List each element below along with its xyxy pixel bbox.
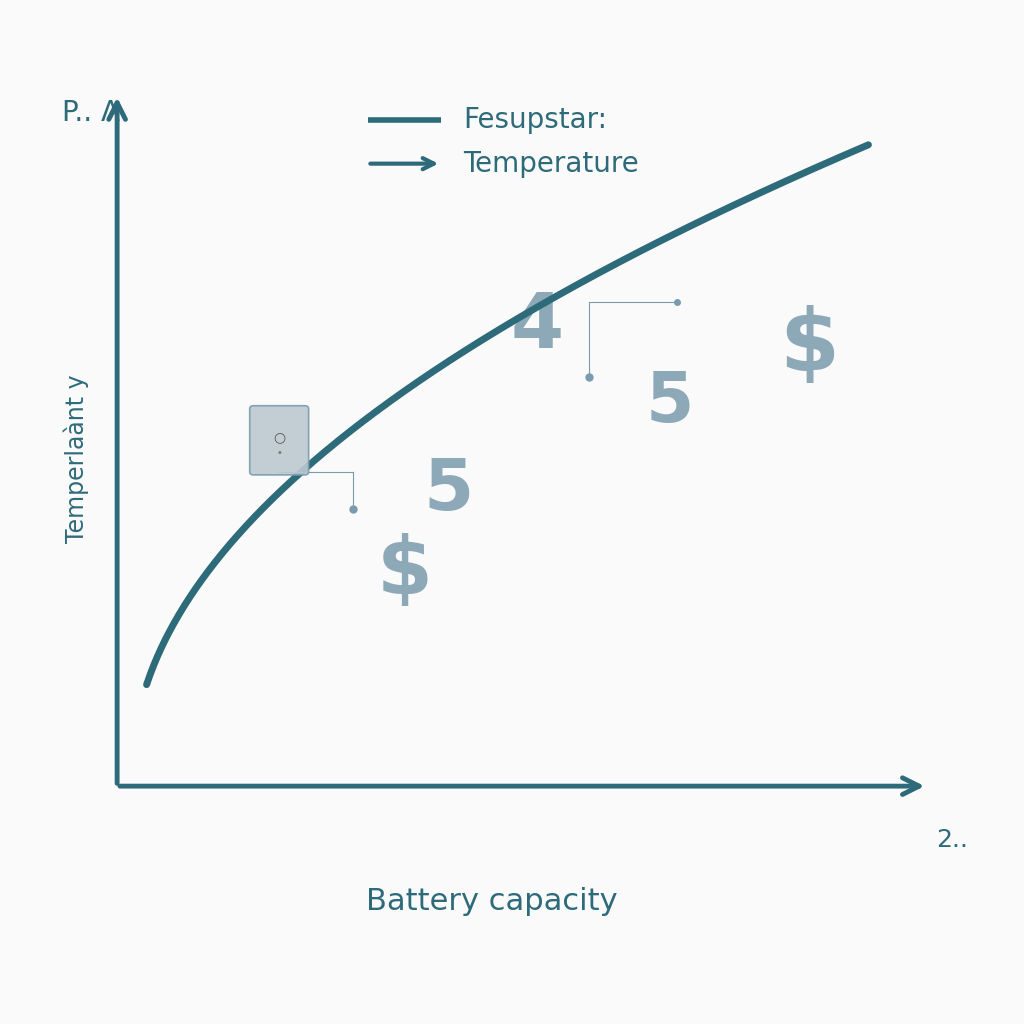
Text: Temperlaànt y: Temperlaànt y [63,375,89,544]
Text: 4: 4 [510,290,563,365]
Text: ○: ○ [273,430,286,444]
Text: $: $ [779,304,840,387]
Text: Fesupstar:: Fesupstar: [463,105,607,134]
Text: 5: 5 [645,369,693,436]
Text: 2..: 2.. [936,827,969,852]
Text: 5: 5 [424,456,474,525]
Text: Temperature: Temperature [463,150,639,177]
FancyBboxPatch shape [250,406,308,475]
Text: •: • [276,447,283,458]
Text: P.. Λ: P.. Λ [62,99,121,127]
Text: $: $ [377,534,432,611]
Text: Battery capacity: Battery capacity [366,887,617,915]
